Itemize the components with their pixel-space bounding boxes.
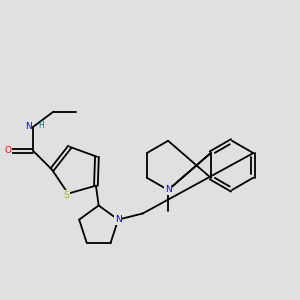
Text: H: H bbox=[38, 121, 44, 130]
Text: O: O bbox=[4, 146, 11, 155]
Text: S: S bbox=[64, 191, 69, 200]
Text: N: N bbox=[25, 122, 32, 131]
Text: N: N bbox=[115, 215, 122, 224]
Text: N: N bbox=[165, 185, 172, 194]
